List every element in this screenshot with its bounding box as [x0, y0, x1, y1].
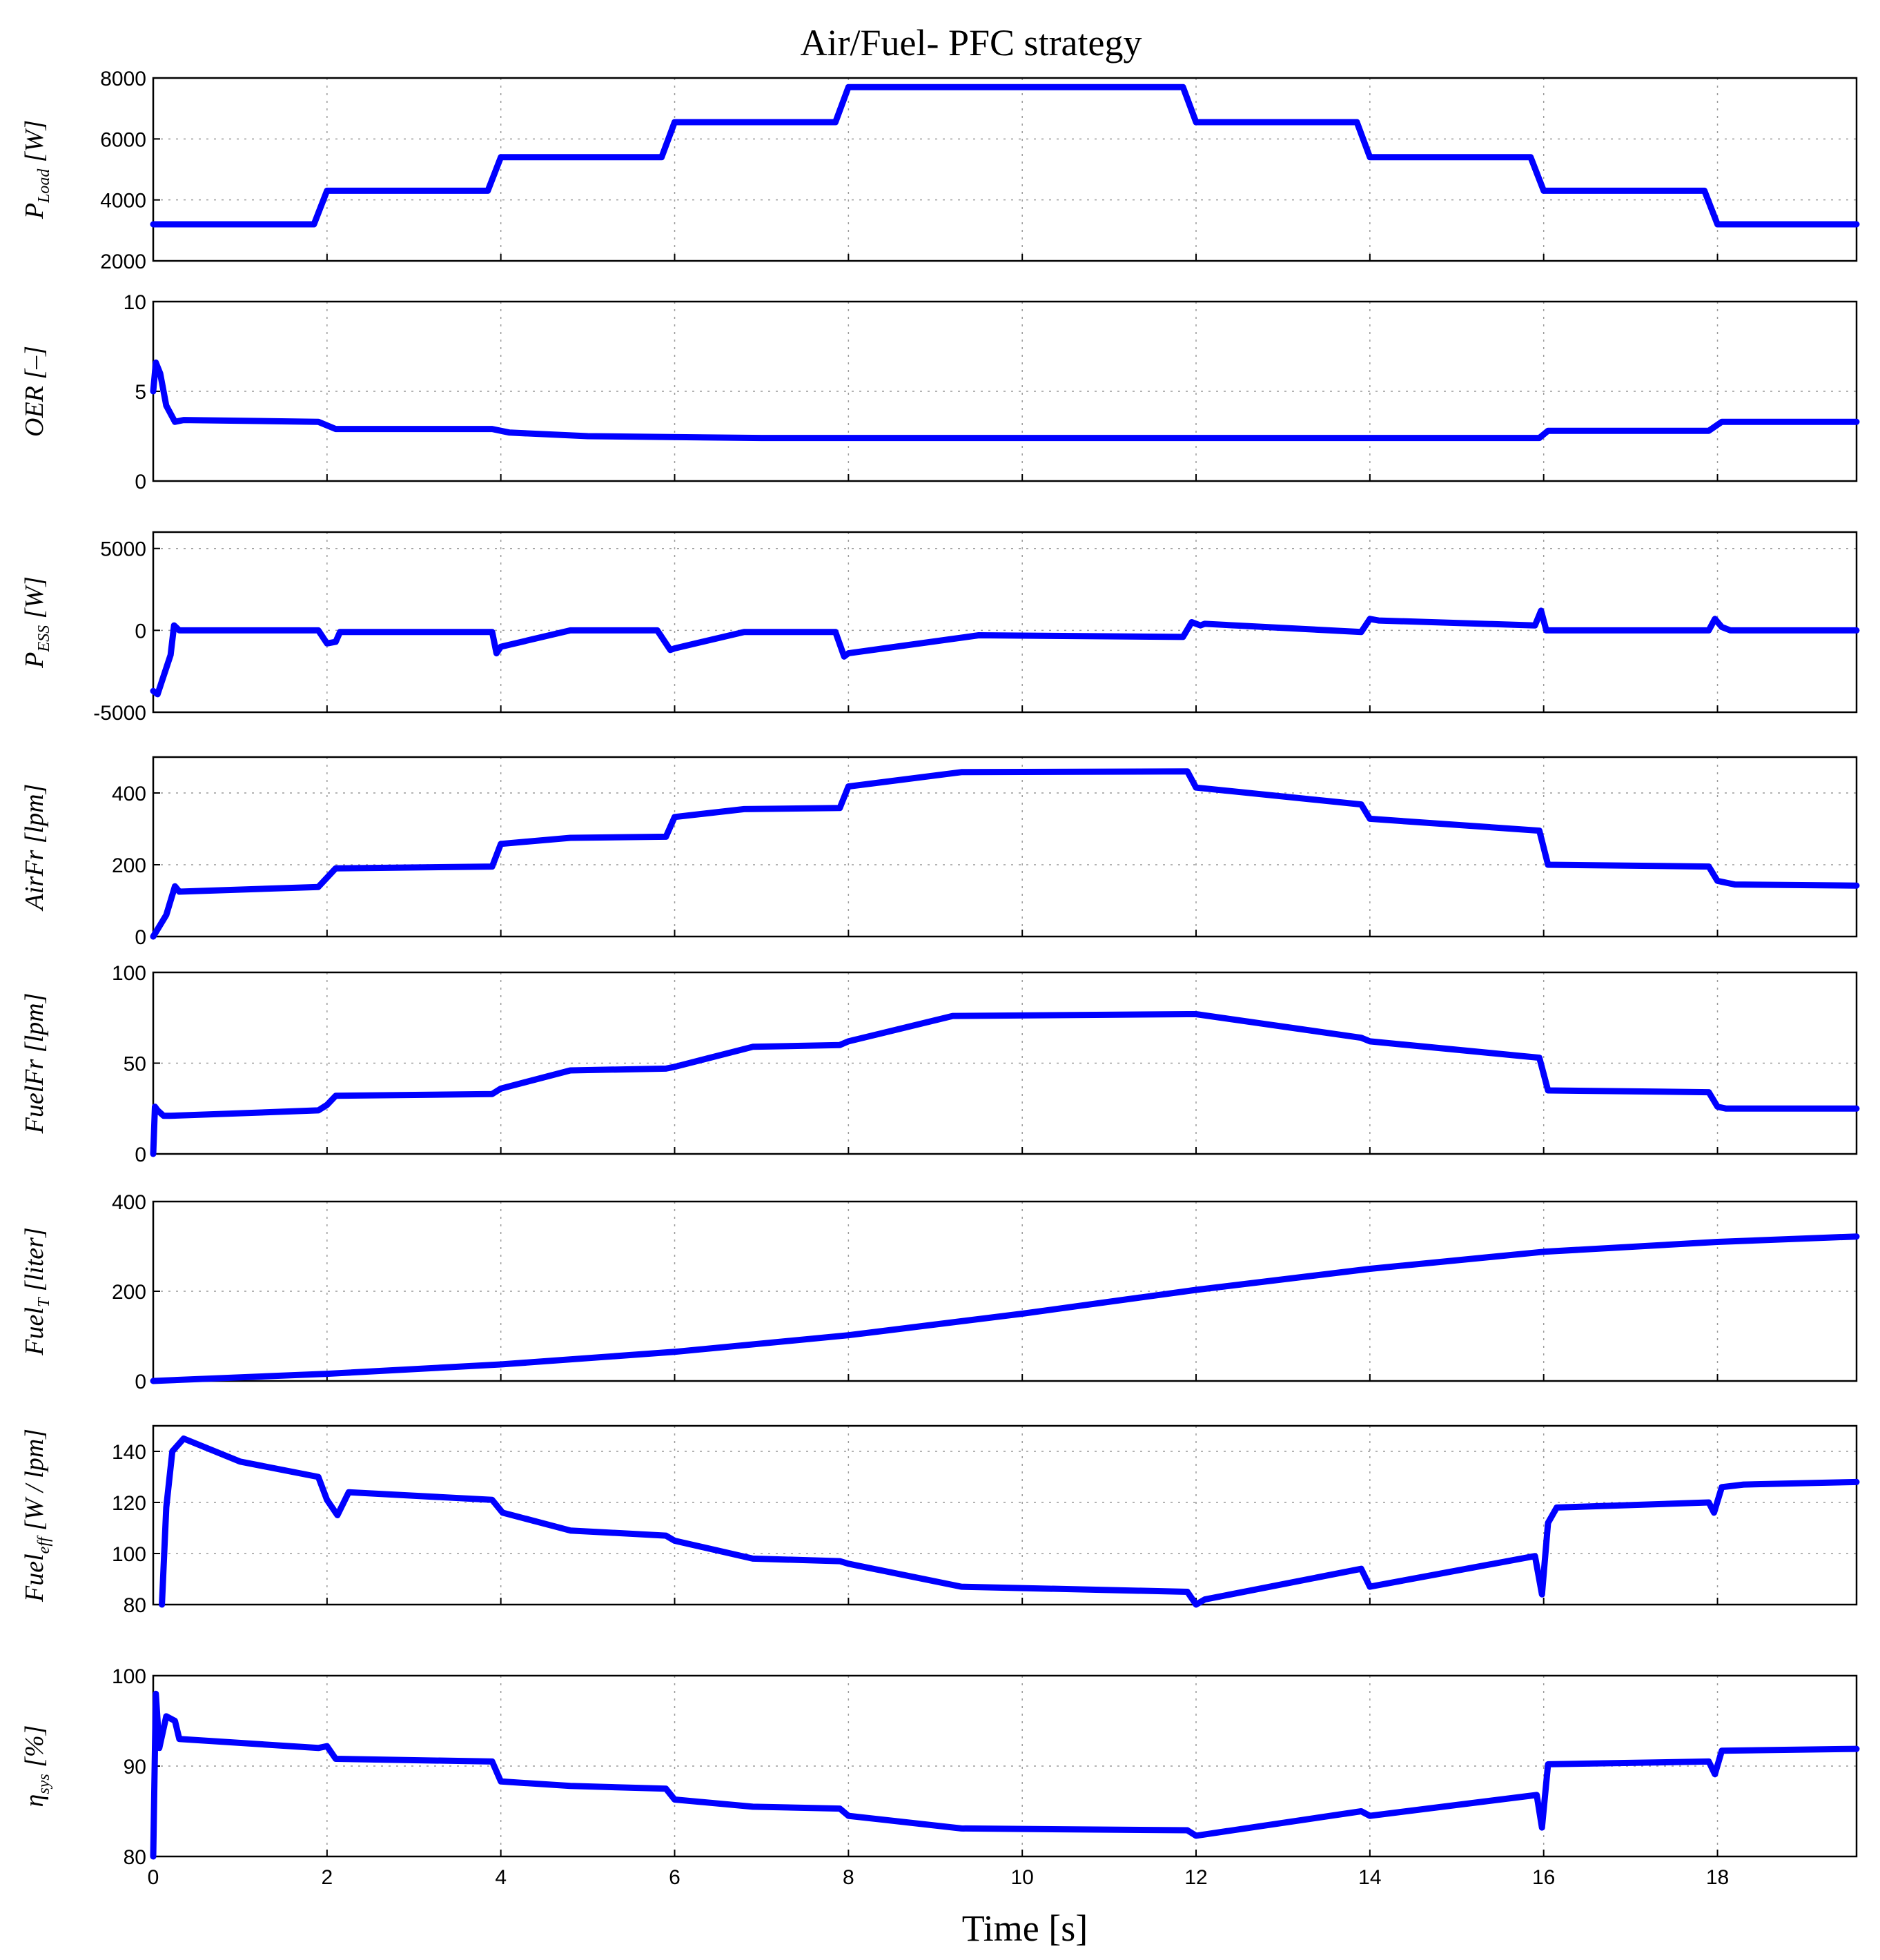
y-label-unit: [liter]	[20, 1227, 49, 1297]
y-tick-label: 0	[135, 1371, 146, 1393]
y-label-main: η	[20, 1794, 49, 1807]
y-label-unit: [–]	[20, 346, 49, 386]
y-tick-label: 100	[112, 1543, 146, 1566]
y-label-main: Fuel	[20, 1307, 49, 1356]
panel-fuelt: 0 200 400 FuelT [liter]	[20, 1191, 1860, 1393]
y-tick-label: 0	[135, 926, 146, 949]
y-tick-label: -5000	[93, 702, 146, 725]
y-tick-label: 2000	[100, 251, 146, 273]
plot-frame	[152, 531, 1858, 714]
y-axis-label-fuelt: FuelT [liter]	[20, 1227, 53, 1355]
x-tick-label: 6	[669, 1866, 680, 1889]
x-tick-label: 4	[495, 1866, 507, 1889]
y-tick-label: 5	[135, 381, 146, 404]
series-line-airfr	[150, 768, 1860, 940]
y-label-unit: [W]	[20, 120, 49, 169]
panel-oer: 0 5 10 OER [–]	[20, 291, 1860, 493]
y-tick-label: 100	[112, 962, 146, 985]
x-tick-label: 14	[1358, 1866, 1381, 1889]
y-label-sub: T	[35, 1297, 53, 1307]
y-axis-label-pess: PESS [W]	[20, 576, 53, 669]
y-tick-label: 90	[124, 1756, 146, 1778]
y-axis-label-fuelfr: FuelFr [lpm]	[20, 993, 49, 1135]
plot-frame	[152, 1424, 1858, 1606]
y-tick-label: 80	[124, 1846, 146, 1869]
y-tick-label: 400	[112, 1191, 146, 1214]
series-line-fuelfr	[150, 1011, 1860, 1157]
series-line-pload	[150, 84, 1860, 228]
y-label-unit: [W / lpm]	[20, 1429, 49, 1537]
x-tick-label: 18	[1706, 1866, 1729, 1889]
chart-title: Air/Fuel- PFC strategy	[801, 22, 1142, 63]
y-tick-label: 400	[112, 783, 146, 805]
y-label-main: P	[20, 203, 49, 219]
y-label-unit: [lpm]	[20, 784, 49, 850]
y-tick-label: 0	[135, 1144, 146, 1166]
y-label-unit: [lpm]	[20, 993, 49, 1059]
y-label-sub: ESS	[35, 625, 53, 653]
y-tick-label: 200	[112, 854, 146, 877]
y-tick-label: 6000	[100, 128, 146, 151]
y-tick-label: 0	[135, 471, 146, 493]
panel-fuelfr: 0 50 100 FuelFr [lpm]	[20, 962, 1860, 1166]
y-tick-label: 80	[124, 1594, 146, 1617]
plot-frame	[152, 756, 1858, 938]
panel-pess: -5000 0 5000 PESS [W]	[20, 531, 1860, 725]
plot-frame	[152, 77, 1858, 262]
y-tick-label: 8000	[100, 68, 146, 90]
x-tick-label: 12	[1184, 1866, 1207, 1889]
y-label-sub: eff	[35, 1535, 53, 1554]
x-tick-label: 8	[843, 1866, 854, 1889]
series-line-fuelt	[150, 1233, 1860, 1384]
y-label-main: AirFr	[20, 850, 49, 912]
series-line-etasys	[150, 1690, 1860, 1860]
y-tick-label: 100	[112, 1665, 146, 1688]
y-label-unit: [W]	[20, 576, 49, 625]
y-tick-label: 50	[124, 1053, 146, 1076]
y-axis-label-airfr: AirFr [lpm]	[20, 784, 49, 912]
series-line-oer	[150, 359, 1860, 442]
y-axis-label-fueleff: Fueleff [W / lpm]	[20, 1429, 53, 1603]
x-axis-label: Time [s]	[962, 1908, 1088, 1949]
x-tick-label: 16	[1532, 1866, 1555, 1889]
y-label-main: Fuel	[20, 1554, 49, 1603]
panel-airfr: 0 200 400 AirFr [lpm]	[20, 756, 1860, 949]
y-axis-label-pload: PLoad [W]	[20, 120, 53, 219]
panel-pload: 2000 4000 6000 8000 PLoad [W]	[20, 68, 1860, 273]
y-label-sub: sys	[35, 1774, 53, 1794]
series-line-fueleff	[159, 1435, 1860, 1608]
y-label-main: OER	[20, 386, 49, 437]
y-tick-label: 200	[112, 1281, 146, 1304]
x-tick-label: 0	[148, 1866, 159, 1889]
y-label-main: FuelFr	[20, 1059, 49, 1135]
x-tick-label: 10	[1010, 1866, 1033, 1889]
y-tick-label: 5000	[100, 538, 146, 561]
series-line-pess	[150, 607, 1860, 698]
y-label-main: P	[20, 652, 49, 669]
y-tick-label: 140	[112, 1441, 146, 1464]
y-tick-label: 120	[112, 1492, 146, 1515]
y-axis-label-oer: OER [–]	[20, 346, 49, 437]
y-label-sub: Load	[35, 168, 53, 204]
panel-etasys: 80 90 100 ηsys [%]	[20, 1665, 1860, 1869]
y-label-unit: [%]	[20, 1725, 49, 1774]
panel-fueleff: 80 100 120 140 Fueleff [W / lpm]	[20, 1424, 1860, 1617]
y-tick-label: 10	[124, 291, 146, 314]
y-tick-label: 4000	[100, 190, 146, 213]
y-tick-label: 0	[135, 620, 146, 643]
x-tick-label: 2	[321, 1866, 333, 1889]
y-axis-label-etasys: ηsys [%]	[20, 1725, 53, 1807]
